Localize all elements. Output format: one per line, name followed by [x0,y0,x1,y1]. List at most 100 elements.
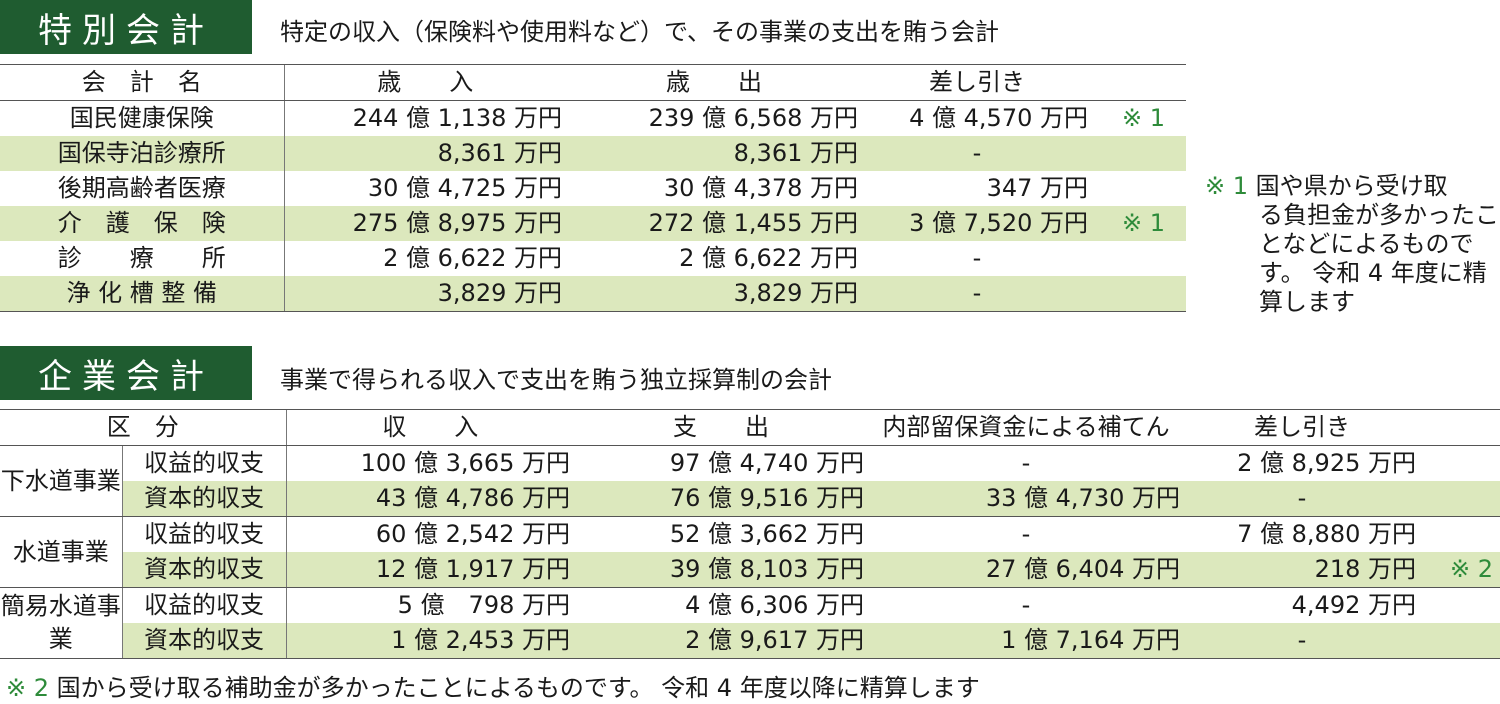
business-name: 下水道事業 [0,445,122,517]
balance-type: 資本的収支 [121,481,286,517]
balance-cell: 3 億 7,520 万円 [862,206,1092,241]
reserve-fund-cell: - [1021,520,1031,548]
reserve-fund-cell: - [1021,591,1031,619]
table-row: 資本的収支 43 億 4,786 万円 76 億 9,516 万円 33 億 4… [0,481,1500,517]
balance-type: 収益的収支 [121,445,286,481]
note-marker [1092,136,1186,171]
business-name: 水道事業 [0,516,122,588]
expenditure-cell: 30 億 4,378 万円 [663,174,858,202]
expenditure-cell: 8,361 万円 [566,136,862,171]
balance-cell: - [1184,481,1420,517]
enterprise-accounts-table: 区 分 収 入 支 出 内部留保資金による補てん 差し引き 下水道事業 収益的収… [0,409,1500,659]
balance-cell: 7 億 8,880 万円 [1237,520,1416,548]
account-name: 診 療 所 [57,244,226,272]
revenue-cell: 12 億 1,917 万円 [285,552,574,588]
note-marker [1420,446,1500,482]
header-revenue: 収 入 [285,409,574,446]
note-marker: ※ 1 [1122,104,1166,132]
account-name: 国保寺泊診療所 [0,136,284,171]
header-reserve-fund: 内部留保資金による補てん [868,409,1184,446]
reserve-fund-cell: 33 億 4,730 万円 [868,481,1184,517]
revenue-cell: 2 億 6,622 万円 [283,241,566,276]
special-accounts-description: 特定の収入（保険料や使用料など）で、その事業の支出を賄う会計 [280,18,1000,46]
enterprise-accounts-description: 事業で得られる収入で支出を賄う独立採算制の会計 [280,366,832,394]
balance-cell: 4 億 4,570 万円 [909,104,1088,132]
balance-cell: 347 万円 [986,174,1088,202]
expenditure-cell: 3,829 万円 [566,276,862,312]
balance-type: 収益的収支 [121,516,286,552]
expenditure-cell: 4 億 6,306 万円 [685,591,864,619]
note-marker [1092,276,1186,312]
account-name: 国民健康保険 [69,104,214,132]
table-row: 介 護 保 険 275 億 8,975 万円 272 億 1,455 万円 3 … [0,206,1186,241]
table-row: 後期高齢者医療 30 億 4,725 万円 30 億 4,378 万円 347 … [0,171,1186,206]
business-name: 簡易水道事業 [0,587,122,659]
revenue-cell: 275 億 8,975 万円 [283,206,566,241]
header-category: 区 分 [0,409,286,446]
revenue-cell: 3,829 万円 [283,276,566,312]
table-row: 資本的収支 12 億 1,917 万円 39 億 8,103 万円 27 億 6… [0,552,1500,588]
reserve-fund-cell: 1 億 7,164 万円 [868,623,1184,659]
balance-cell: 218 万円 [1184,552,1420,588]
header-balance: 差し引き [862,64,1092,101]
revenue-cell: 30 億 4,725 万円 [283,171,566,206]
footnote-marker: ※ 2 [6,674,50,702]
footnote-text: 国から受け取る補助金が多かったことによるものです。 令和 4 年度以降に精算しま… [56,674,980,702]
balance-type: 資本的収支 [121,552,286,588]
note-marker [1092,241,1186,276]
balance-cell: - [972,244,982,272]
table-row: 簡易水道事業 収益的収支 5 億 798 万円 4 億 6,306 万円 - 4… [0,587,1500,659]
reserve-fund-cell: 27 億 6,404 万円 [868,552,1184,588]
side-note: ※ 1 国や県から受け取 る負担金が多かったことなどによるものです。 令和 4 … [1205,172,1500,317]
account-name: 介 護 保 険 [0,206,284,241]
side-note-first-line: 国や県から受け取 [1255,172,1448,200]
table-row: 診 療 所 2 億 6,622 万円 2 億 6,622 万円 - [0,241,1186,276]
note-marker [1420,588,1500,624]
revenue-cell: 8,361 万円 [283,136,566,171]
revenue-cell: 1 億 2,453 万円 [285,623,574,659]
expenditure-cell: 2 億 6,622 万円 [679,244,858,272]
expenditure-cell: 97 億 4,740 万円 [669,449,864,477]
balance-cell: 2 億 8,925 万円 [1237,449,1416,477]
expenditure-cell: 52 億 3,662 万円 [669,520,864,548]
side-note-text: る負担金が多かったことなどによるものです。 令和 4 年度に精算します [1259,201,1499,316]
revenue-cell: 43 億 4,786 万円 [285,481,574,517]
note-marker [1420,481,1500,517]
balance-type: 資本的収支 [121,623,286,659]
expenditure-cell: 2 億 9,617 万円 [574,623,868,659]
enterprise-accounts-heading: 企業会計 [0,346,252,400]
table-row: 浄 化 槽 整 備 3,829 万円 3,829 万円 - [0,276,1186,312]
special-accounts-heading: 特別会計 [0,0,252,54]
note-marker [1420,623,1500,659]
revenue-cell: 244 億 1,138 万円 [283,100,566,136]
special-accounts-table: 会 計 名 歳 入 歳 出 差し引き 国民健康保険 244 億 1,138 万円… [0,64,1186,312]
account-name: 後期高齢者医療 [57,174,226,202]
expenditure-cell: 76 億 9,516 万円 [574,481,868,517]
table-header-row: 区 分 収 入 支 出 内部留保資金による補てん 差し引き [0,409,1500,446]
note-marker [1420,517,1500,553]
note-marker: ※ 1 [1092,206,1186,241]
table-row: 水道事業 収益的収支 60 億 2,542 万円 52 億 3,662 万円 -… [0,516,1500,588]
table-row: 下水道事業 収益的収支 100 億 3,665 万円 97 億 4,740 万円… [0,445,1500,517]
side-note-marker: ※ 1 [1205,172,1249,200]
balance-cell: - [862,276,1092,312]
header-balance: 差し引き [1184,409,1420,446]
account-name: 浄 化 槽 整 備 [0,276,284,312]
expenditure-cell: 239 億 6,568 万円 [648,104,858,132]
table-row: 国民健康保険 244 億 1,138 万円 239 億 6,568 万円 4 億… [0,100,1186,136]
table-header-row: 会 計 名 歳 入 歳 出 差し引き [0,64,1186,101]
revenue-cell: 60 億 2,542 万円 [285,516,574,552]
balance-type: 収益的収支 [121,587,286,623]
expenditure-cell: 39 億 8,103 万円 [574,552,868,588]
table-row: 資本的収支 1 億 2,453 万円 2 億 9,617 万円 1 億 7,16… [0,623,1500,659]
footnote: ※ 2 国から受け取る補助金が多かったことによるものです。 令和 4 年度以降に… [6,668,980,703]
expenditure-cell: 272 億 1,455 万円 [566,206,862,241]
note-marker: ※ 2 [1420,552,1500,588]
reserve-fund-cell: - [1021,449,1031,477]
table-row: 国保寺泊診療所 8,361 万円 8,361 万円 - [0,136,1186,171]
revenue-cell: 5 億 798 万円 [285,587,574,623]
balance-cell: - [1184,623,1420,659]
note-marker [1092,171,1186,206]
balance-cell: 4,492 万円 [1291,591,1416,619]
revenue-cell: 100 億 3,665 万円 [285,445,574,481]
